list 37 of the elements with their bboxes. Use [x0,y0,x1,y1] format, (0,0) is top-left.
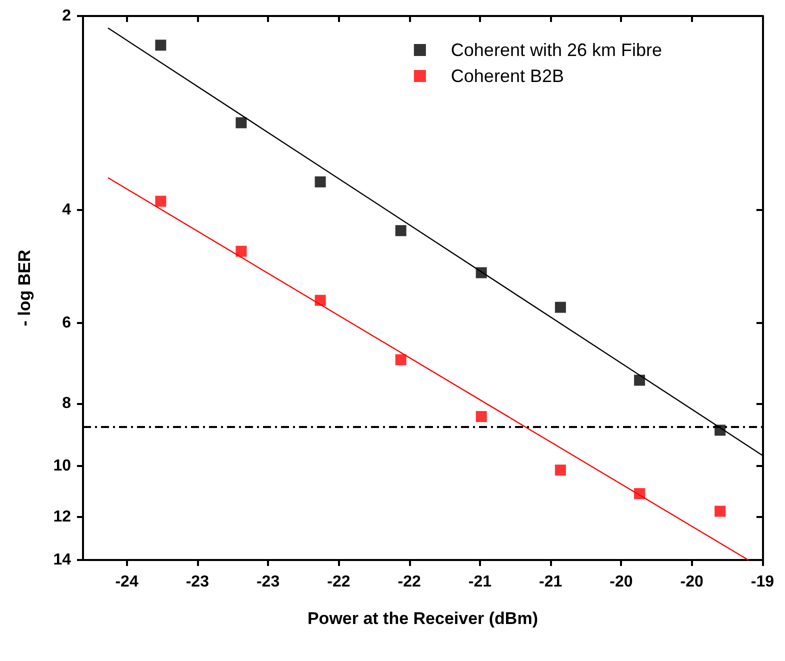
y-tick-label: 10 [53,457,72,474]
point [314,176,326,188]
y-tick-label: 14 [53,552,72,568]
x-tick-label: -22 [327,574,350,590]
point [554,302,566,313]
x-tick-label: -21 [538,574,562,590]
y-tick-label: 4 [62,201,72,218]
x-tick-label: -24 [115,574,138,590]
y-tick-label: 12 [53,508,72,526]
y-tick-label: 8 [62,395,72,412]
legend-label: Coherent B2B [450,66,564,86]
point [155,40,166,51]
y-tick-label: 2 [62,8,72,24]
point [395,225,406,236]
x-tick-label: -20 [680,574,704,590]
point [476,267,487,278]
point [554,464,566,476]
point [236,117,247,128]
point [395,354,406,366]
point [714,424,726,436]
point [714,506,726,517]
x-tick-label: -22 [398,574,421,590]
point [314,294,326,306]
point [476,411,487,422]
point [634,488,646,500]
point [155,196,166,207]
x-tick-label: -21 [468,574,492,590]
x-tick-label: -23 [256,574,280,590]
x-tick-label: -19 [750,574,774,590]
y-axis-title: - log BER [15,250,34,326]
x-axis-title: Power at the Receiver (dBm) [307,609,538,628]
x-tick-label: -20 [610,574,633,590]
x-tick-label: -23 [186,574,210,590]
point [634,374,646,386]
point [236,246,247,257]
legend-label: Coherent with 26 km Fibre [450,40,662,60]
y-tick-label: 6 [62,314,72,332]
